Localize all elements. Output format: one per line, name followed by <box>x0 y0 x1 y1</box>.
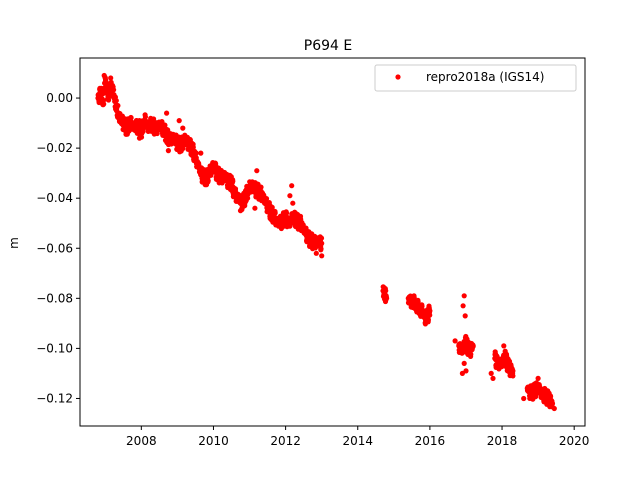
data-point <box>263 196 270 202</box>
x-tick-label: 2010 <box>198 434 229 448</box>
data-point <box>245 195 251 201</box>
data-point <box>501 343 507 349</box>
y-tick-label: −0.06 <box>36 241 73 255</box>
x-tick-label: 2020 <box>559 434 590 448</box>
data-point <box>318 246 324 252</box>
y-tick-label: −0.04 <box>36 191 73 205</box>
data-point <box>490 375 496 381</box>
data-point <box>549 400 556 407</box>
data-point <box>289 183 295 189</box>
data-point <box>463 368 469 374</box>
data-point <box>136 135 143 141</box>
data-point <box>142 114 148 120</box>
data-point <box>461 360 467 366</box>
data-point <box>180 125 186 131</box>
data-point <box>318 235 325 241</box>
data-point <box>165 148 171 154</box>
data-point <box>283 210 290 216</box>
x-tick-label: 2016 <box>415 434 446 448</box>
y-tick-label: −0.08 <box>36 291 73 305</box>
data-point <box>319 240 325 246</box>
data-point <box>258 184 264 190</box>
data-point <box>468 351 474 357</box>
axes-frame <box>79 57 586 427</box>
data-point <box>521 395 527 402</box>
data-point <box>319 253 325 259</box>
y-tick-label: −0.02 <box>36 141 73 155</box>
y-tick-label: −0.10 <box>36 341 73 355</box>
series-points <box>95 72 557 412</box>
legend: repro2018a (IGS14) <box>374 64 577 92</box>
data-point <box>128 115 134 121</box>
data-point <box>162 122 168 128</box>
chart-title: P694 E <box>304 38 352 54</box>
data-point <box>427 312 433 318</box>
data-point <box>313 250 319 256</box>
data-point <box>269 204 275 210</box>
x-tick-label: 2018 <box>487 434 518 448</box>
data-point <box>460 303 466 309</box>
data-point <box>551 405 557 412</box>
data-point <box>427 308 433 314</box>
legend-box <box>374 64 577 92</box>
data-point <box>383 288 389 294</box>
data-point <box>164 110 170 116</box>
data-point <box>101 101 107 107</box>
data-point <box>462 313 468 319</box>
y-axis: 0.00 −0.02 −0.04 −0.06 −0.08 −0.10 −0.12 <box>36 91 80 405</box>
data-point <box>140 127 146 133</box>
data-point <box>535 375 541 381</box>
data-point <box>151 116 157 122</box>
legend-marker <box>395 74 401 80</box>
data-point <box>452 338 458 344</box>
y-tick-label: 0.00 <box>46 91 73 105</box>
data-point <box>290 200 296 206</box>
data-point <box>425 317 431 323</box>
data-point <box>384 295 390 301</box>
x-tick-label: 2014 <box>342 434 373 448</box>
data-point <box>212 160 218 166</box>
data-point <box>237 208 244 214</box>
data-point <box>190 144 196 150</box>
data-point <box>198 150 204 156</box>
data-point <box>176 118 182 124</box>
data-point <box>470 343 476 349</box>
x-tick-label: 2012 <box>270 434 301 448</box>
data-point <box>510 373 516 379</box>
data-point <box>287 193 293 199</box>
data-point <box>254 168 260 174</box>
data-point <box>113 98 119 104</box>
y-tick-label: −0.12 <box>36 391 73 405</box>
data-point <box>205 178 211 184</box>
data-point <box>101 72 107 79</box>
data-point <box>193 150 199 156</box>
data-point <box>252 205 258 211</box>
data-point <box>108 75 114 81</box>
data-point <box>111 87 117 93</box>
x-tick-label: 2008 <box>126 434 157 448</box>
legend-label: repro2018a (IGS14) <box>426 70 544 84</box>
x-axis: 2008 2010 2012 2014 2016 2018 2020 <box>126 426 589 448</box>
y-axis-label: m <box>7 237 21 249</box>
data-point <box>510 368 516 374</box>
data-point <box>115 103 121 109</box>
data-point <box>230 178 236 184</box>
data-point <box>461 293 467 299</box>
plot-area <box>95 72 557 412</box>
data-point <box>488 370 494 376</box>
data-point <box>272 210 278 216</box>
